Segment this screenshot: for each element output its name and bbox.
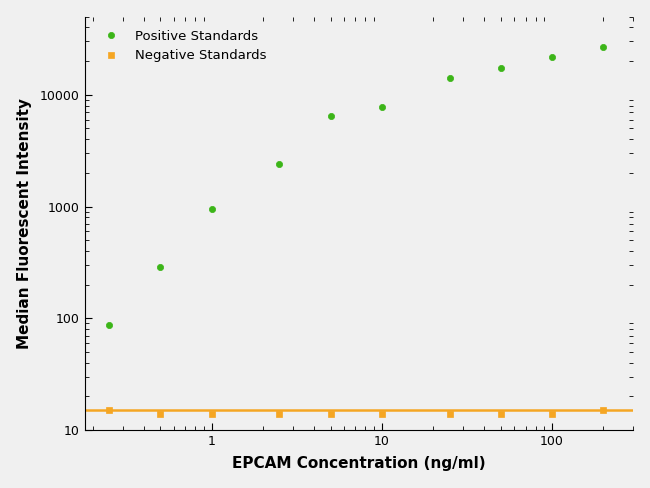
Negative Standards xyxy=(497,411,505,417)
Negative Standards xyxy=(446,411,454,417)
Positive Standards xyxy=(157,264,164,269)
Y-axis label: Median Fluorescent Intensity: Median Fluorescent Intensity xyxy=(17,98,32,349)
Positive Standards xyxy=(276,161,283,167)
Positive Standards xyxy=(548,54,556,60)
Negative Standards xyxy=(378,411,385,417)
Line: Negative Standards: Negative Standards xyxy=(106,407,606,417)
Negative Standards xyxy=(157,411,164,417)
Negative Standards xyxy=(207,411,215,417)
Positive Standards xyxy=(105,322,113,327)
Positive Standards xyxy=(446,76,454,81)
Negative Standards xyxy=(105,407,113,413)
Legend: Positive Standards, Negative Standards: Positive Standards, Negative Standards xyxy=(92,23,273,69)
Negative Standards xyxy=(327,411,335,417)
X-axis label: EPCAM Concentration (ng/ml): EPCAM Concentration (ng/ml) xyxy=(232,456,486,471)
Line: Positive Standards: Positive Standards xyxy=(106,43,606,327)
Positive Standards xyxy=(378,104,385,110)
Positive Standards xyxy=(207,205,215,211)
Positive Standards xyxy=(497,65,505,71)
Negative Standards xyxy=(599,407,607,413)
Negative Standards xyxy=(548,411,556,417)
Negative Standards xyxy=(276,411,283,417)
Positive Standards xyxy=(327,113,335,119)
Positive Standards xyxy=(599,43,607,49)
